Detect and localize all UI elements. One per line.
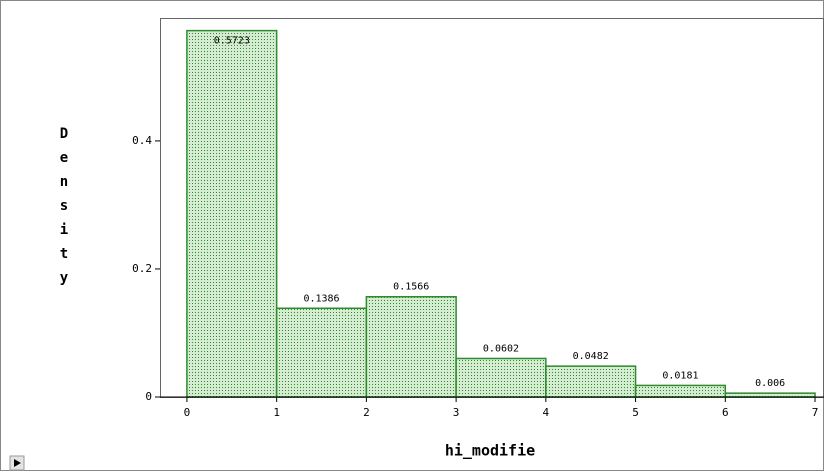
y-tick-label: 0.4 bbox=[132, 134, 152, 147]
bar bbox=[455, 357, 547, 398]
value-label: 0.0602 bbox=[483, 343, 519, 354]
x-tick-label: 7 bbox=[812, 406, 819, 419]
bar bbox=[545, 365, 637, 398]
expand-arrow bbox=[14, 459, 21, 467]
bar bbox=[634, 384, 727, 398]
x-tick-label: 3 bbox=[453, 406, 460, 419]
x-tick-label: 1 bbox=[273, 406, 280, 419]
x-tick-label: 2 bbox=[363, 406, 370, 419]
bar bbox=[186, 29, 278, 398]
y-tick-label: 0 bbox=[145, 390, 152, 403]
value-label: 0.0482 bbox=[573, 351, 609, 362]
bar bbox=[275, 307, 368, 398]
bar bbox=[724, 392, 816, 398]
value-label: 0.006 bbox=[755, 378, 785, 389]
x-axis-label: hi_modifie bbox=[445, 442, 535, 460]
x-tick-label: 5 bbox=[632, 406, 639, 419]
x-tick-label: 6 bbox=[722, 406, 729, 419]
bar bbox=[365, 295, 457, 398]
y-tick-label: 0.2 bbox=[132, 262, 152, 275]
value-label: 0.1386 bbox=[303, 293, 339, 304]
x-tick-label: 0 bbox=[184, 406, 191, 419]
value-label: 0.5723 bbox=[214, 36, 250, 47]
value-label: 0.0181 bbox=[662, 370, 698, 381]
x-tick-label: 4 bbox=[543, 406, 550, 419]
y-axis-label: Density bbox=[59, 126, 69, 286]
value-label: 0.1566 bbox=[393, 282, 429, 293]
